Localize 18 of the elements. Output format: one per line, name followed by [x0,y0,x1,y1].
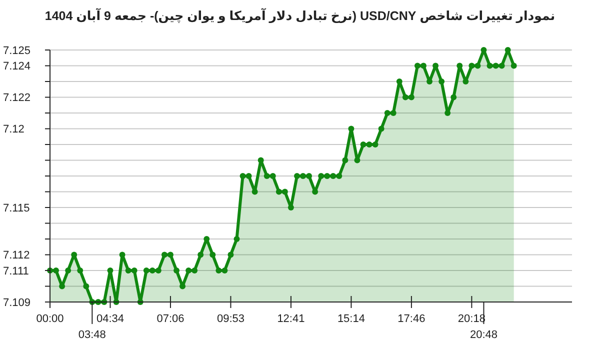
x-tick-label: 12:41 [277,313,305,325]
x-tick-label: 15:14 [337,313,365,325]
chart-title: نمودار تغییرات شاخص USD/CNY (نرخ تبادل دلار آمریکا و یوان چین)- جمعه 9 آبان 1404 [44,8,556,24]
y-tick-label: 7.109 [3,296,31,309]
x-tick-label: 20:48 [470,329,498,341]
y-tick-label: 7.115 [3,202,30,214]
x-tick-label: 04:34 [96,313,124,325]
y-tick-label: 7.112 [3,250,30,262]
x-tick-label: 09:53 [216,313,244,325]
y-tick-label: 7.124 [3,60,31,73]
y-tick-label: 7.12 [3,124,24,136]
x-tick-label: 07:06 [156,313,184,325]
x-tick-label: 00:00 [36,313,64,325]
x-tick-label: 03:48 [78,329,106,341]
y-tick-label: 7.111 [3,265,29,278]
y-tick-label: 7.122 [3,92,31,104]
x-tick-label: 17:46 [398,313,426,325]
y-tick-label: 7.125 [3,44,31,57]
